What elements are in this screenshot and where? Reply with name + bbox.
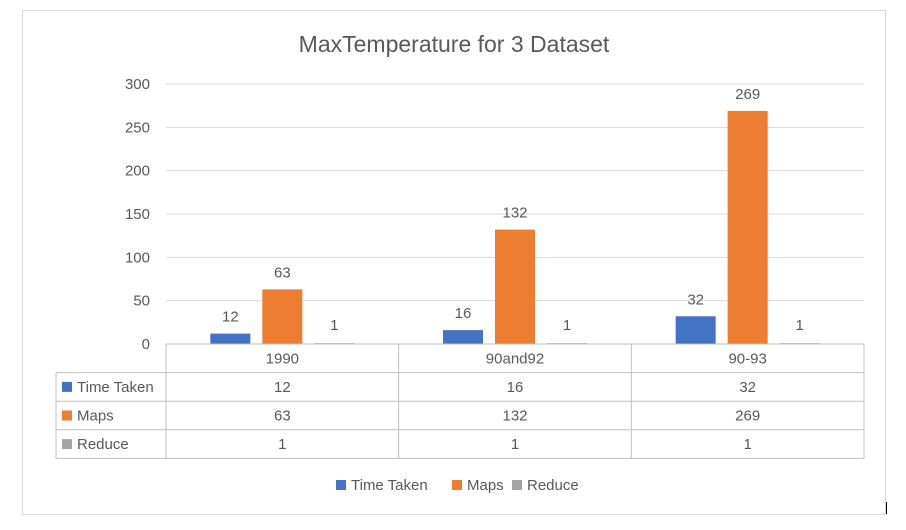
ytick-label-250: 250	[125, 119, 150, 136]
legend: Time Taken Maps Reduce	[336, 477, 579, 494]
legend-label-reduce: Reduce	[527, 477, 579, 494]
legend-swatch-reduce	[512, 480, 522, 490]
chart-frame	[22, 10, 886, 515]
table-key-reduce	[62, 439, 72, 450]
data-label-reduce-2: 1	[795, 317, 803, 334]
table-cell-time-taken-1: 16	[507, 379, 524, 396]
table-cell-maps-2: 269	[735, 408, 760, 425]
table-key-time-taken	[62, 381, 72, 392]
ytick-label-150: 150	[125, 206, 150, 223]
table-row-label-reduce: Reduce	[77, 436, 129, 453]
data-label-time-taken-0: 12	[222, 309, 239, 326]
table-key-maps	[62, 410, 72, 421]
data-label-maps-2: 269	[735, 86, 760, 103]
data-label-maps-0: 63	[274, 264, 291, 281]
table-header-2: 90-93	[728, 350, 766, 367]
table-cell-reduce-1: 1	[511, 436, 519, 453]
table-cell-maps-1: 132	[502, 408, 527, 425]
table-cell-time-taken-0: 12	[274, 379, 291, 396]
table-cell-reduce-2: 1	[743, 436, 751, 453]
bar-maps-1	[495, 229, 535, 344]
table-row-label-time-taken: Time Taken	[77, 379, 154, 396]
legend-label-time-taken: Time Taken	[351, 477, 428, 494]
bar-time-taken-2	[675, 316, 716, 344]
table-row-label-maps: Maps	[77, 408, 114, 425]
ytick-label-50: 50	[133, 293, 150, 310]
legend-label-maps: Maps	[467, 477, 504, 494]
data-label-reduce-1: 1	[563, 317, 571, 334]
ytick-label-300: 300	[125, 76, 150, 93]
y-axis-ticks: 0 50 100 150 200 250 300	[125, 76, 150, 353]
ytick-label-0: 0	[142, 336, 150, 353]
bar-time-taken-1	[443, 330, 483, 344]
data-label-time-taken-1: 16	[455, 305, 472, 322]
chart-title: MaxTemperature for 3 Dataset	[299, 31, 610, 57]
ytick-label-100: 100	[125, 249, 150, 266]
table-header-0: 1990	[266, 350, 299, 367]
bar-maps-2	[727, 110, 768, 344]
data-label-time-taken-2: 32	[687, 291, 704, 308]
table-header-1: 90and92	[486, 350, 544, 367]
data-label-maps-1: 132	[502, 205, 527, 222]
ytick-label-200: 200	[125, 163, 150, 180]
cursor-mark	[886, 502, 887, 514]
data-table: 1990 90and92 90-93 Time Taken 12 16 32 Maps 63 13…	[55, 343, 865, 459]
bars	[210, 110, 820, 344]
bar-time-taken-0	[210, 333, 251, 344]
table-cell-time-taken-2: 32	[739, 379, 756, 396]
bar-maps-0	[262, 289, 303, 344]
data-label-reduce-0: 1	[330, 317, 338, 334]
table-cell-reduce-0: 1	[278, 436, 286, 453]
legend-swatch-time-taken	[336, 480, 346, 490]
table-cell-maps-0: 63	[274, 408, 291, 425]
legend-swatch-maps	[452, 480, 462, 490]
